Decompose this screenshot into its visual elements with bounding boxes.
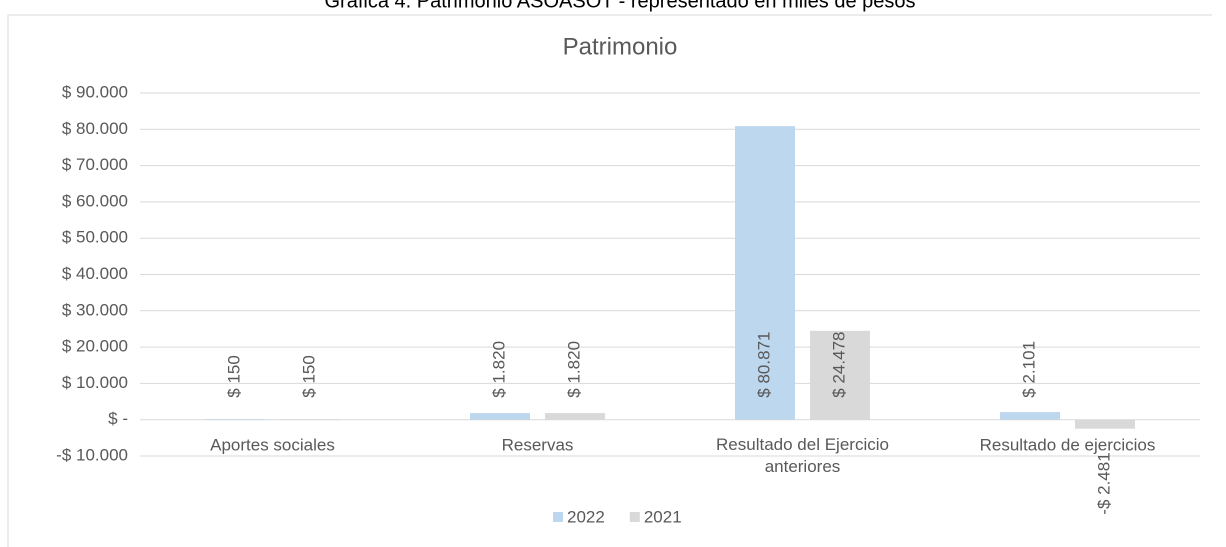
y-tick-label: $ 30.000 bbox=[62, 300, 128, 319]
bar bbox=[280, 419, 340, 420]
x-tick-label: Aportes sociales bbox=[210, 435, 335, 454]
y-tick-label: $ 80.000 bbox=[62, 119, 128, 138]
legend-swatch bbox=[553, 512, 563, 522]
data-label: $ 24.478 bbox=[829, 332, 848, 398]
x-tick-label-line: anteriores bbox=[765, 457, 841, 476]
data-label: $ 1.820 bbox=[489, 341, 508, 398]
data-label: $ 2.101 bbox=[1019, 341, 1038, 398]
y-tick-label: $ 60.000 bbox=[62, 191, 128, 210]
chart-title: Patrimonio bbox=[563, 33, 678, 60]
data-label: $ 80.871 bbox=[754, 332, 773, 398]
data-label: $ 1.820 bbox=[564, 341, 583, 398]
x-tick-label: Reservas bbox=[502, 435, 574, 454]
bar bbox=[810, 330, 870, 420]
chart-border bbox=[7, 14, 1212, 547]
bar bbox=[735, 126, 795, 420]
data-label: $ 150 bbox=[224, 355, 243, 398]
x-tick-label-line: Resultado del Ejercicio bbox=[716, 435, 889, 454]
caption: Gráfica 4. Patrimonio ASOASOT - represen… bbox=[324, 0, 915, 12]
data-label: -$ 2.481 bbox=[1094, 452, 1113, 514]
y-tick-label: $ - bbox=[108, 409, 128, 428]
bar bbox=[545, 413, 605, 420]
y-tick-label: $ 90.000 bbox=[62, 82, 128, 101]
y-tick-label: $ 70.000 bbox=[62, 155, 128, 174]
legend-label: 2022 bbox=[567, 507, 605, 526]
legend-label: 2021 bbox=[644, 507, 682, 526]
y-tick-label: $ 10.000 bbox=[62, 373, 128, 392]
legend-swatch bbox=[629, 512, 640, 522]
bar bbox=[205, 419, 265, 420]
y-tick-label: -$ 10.000 bbox=[56, 445, 128, 464]
y-tick-label: $ 50.000 bbox=[62, 228, 128, 247]
x-tick-label: Resultado del Ejercicio anteriores bbox=[716, 435, 889, 476]
y-tick-label: $ 20.000 bbox=[62, 337, 128, 356]
data-label: $ 150 bbox=[299, 355, 318, 398]
x-tick-label: Resultado de ejercicios bbox=[980, 435, 1156, 454]
bar bbox=[470, 413, 530, 420]
bar bbox=[1000, 412, 1060, 420]
y-tick-label: $ 40.000 bbox=[62, 264, 128, 283]
bar bbox=[1075, 419, 1135, 429]
